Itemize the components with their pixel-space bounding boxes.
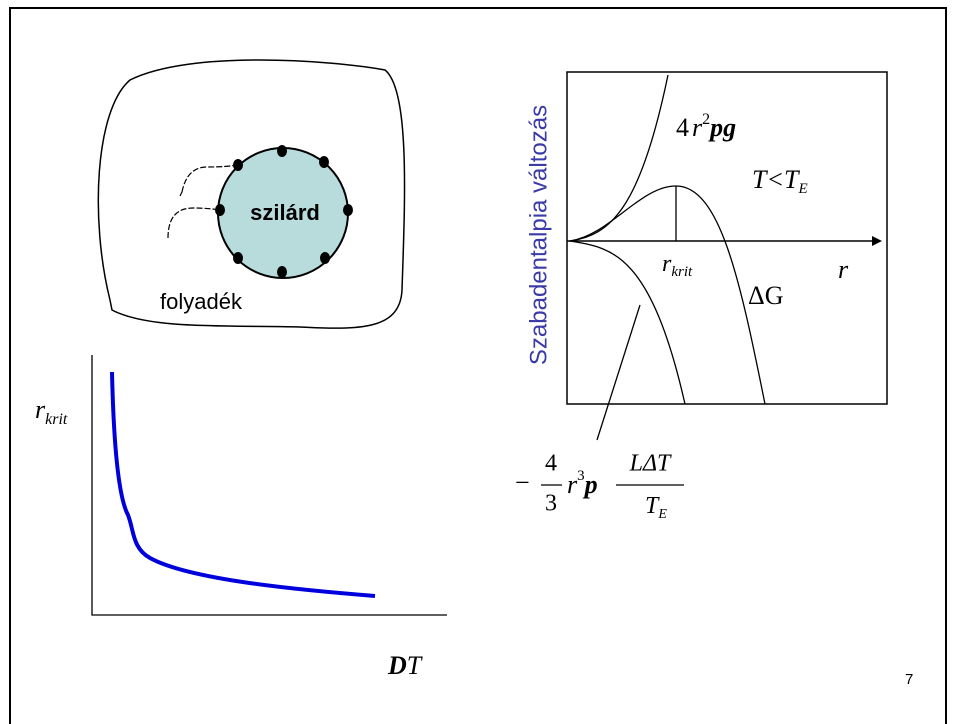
r-crit-label: rkrit — [662, 251, 693, 281]
y-axis-label: Szabadentalpia változás — [525, 105, 552, 365]
delta-g-label: ΔG — [748, 281, 784, 310]
fraction-den: 3 — [545, 491, 557, 517]
slide: szilárd folyadék Szabadentalpia változás… — [0, 0, 956, 724]
volume-term: − 4 3 r3p LΔT TE — [515, 451, 684, 523]
solid-label: szilárd — [250, 200, 320, 225]
sign: − — [515, 468, 530, 497]
fraction-num: LΔT — [629, 451, 672, 477]
y-label: rkrit — [35, 395, 68, 428]
x-label: DT — [387, 651, 423, 680]
delta-g-curve — [570, 186, 765, 404]
axes — [92, 355, 447, 615]
pointer-line — [597, 305, 640, 440]
fraction-den: TE — [645, 493, 667, 523]
page-number: 7 — [905, 671, 913, 688]
condition: T<TE — [752, 165, 808, 197]
r-cubed: r3p — [567, 468, 598, 499]
r-crit-curve — [112, 372, 375, 596]
axis-arrow — [872, 236, 882, 246]
x-axis-label: r — [838, 255, 849, 284]
liquid-label: folyadék — [160, 289, 243, 314]
fraction-num: 4 — [545, 451, 557, 477]
slide-frame — [10, 8, 946, 724]
